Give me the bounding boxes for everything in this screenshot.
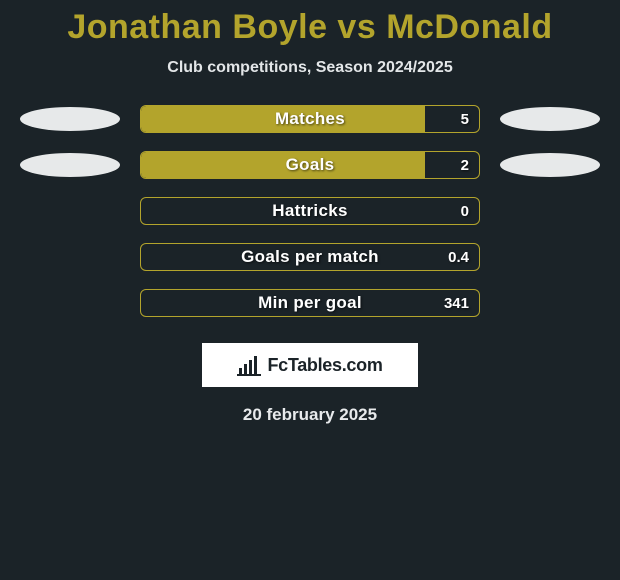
- stat-value: 0.4: [448, 244, 469, 270]
- stat-value: 341: [444, 290, 469, 316]
- right-value-oval: [500, 107, 600, 131]
- stat-bar: Min per goal341: [140, 289, 480, 317]
- stat-value: 0: [461, 198, 469, 224]
- right-spacer: [500, 245, 600, 269]
- stat-value: 5: [461, 106, 469, 132]
- right-spacer: [500, 199, 600, 223]
- right-spacer: [500, 291, 600, 315]
- date-text: 20 february 2025: [0, 405, 620, 425]
- stat-rows: Matches5Goals2Hattricks0Goals per match0…: [0, 105, 620, 317]
- stat-label: Min per goal: [141, 290, 479, 316]
- stat-label: Goals: [141, 152, 479, 178]
- stat-row: Goals per match0.4: [0, 243, 620, 271]
- subtitle: Club competitions, Season 2024/2025: [0, 59, 620, 77]
- stat-row: Matches5: [0, 105, 620, 133]
- stat-row: Hattricks0: [0, 197, 620, 225]
- comparison-card: Jonathan Boyle vs McDonald Club competit…: [0, 0, 620, 425]
- left-value-oval: [20, 107, 120, 131]
- stat-row: Goals2: [0, 151, 620, 179]
- stat-label: Goals per match: [141, 244, 479, 270]
- stat-bar: Goals per match0.4: [140, 243, 480, 271]
- stat-bar: Hattricks0: [140, 197, 480, 225]
- right-value-oval: [500, 153, 600, 177]
- stat-row: Min per goal341: [0, 289, 620, 317]
- brand-label: FcTables.com: [267, 355, 382, 376]
- stat-bar: Matches5: [140, 105, 480, 133]
- stat-label: Hattricks: [141, 198, 479, 224]
- left-value-oval: [20, 153, 120, 177]
- bar-chart-icon: [237, 354, 261, 376]
- stat-bar: Goals2: [140, 151, 480, 179]
- left-spacer: [20, 245, 120, 269]
- left-spacer: [20, 291, 120, 315]
- left-spacer: [20, 199, 120, 223]
- stat-label: Matches: [141, 106, 479, 132]
- stat-value: 2: [461, 152, 469, 178]
- brand-badge[interactable]: FcTables.com: [202, 343, 418, 387]
- page-title: Jonathan Boyle vs McDonald: [0, 8, 620, 47]
